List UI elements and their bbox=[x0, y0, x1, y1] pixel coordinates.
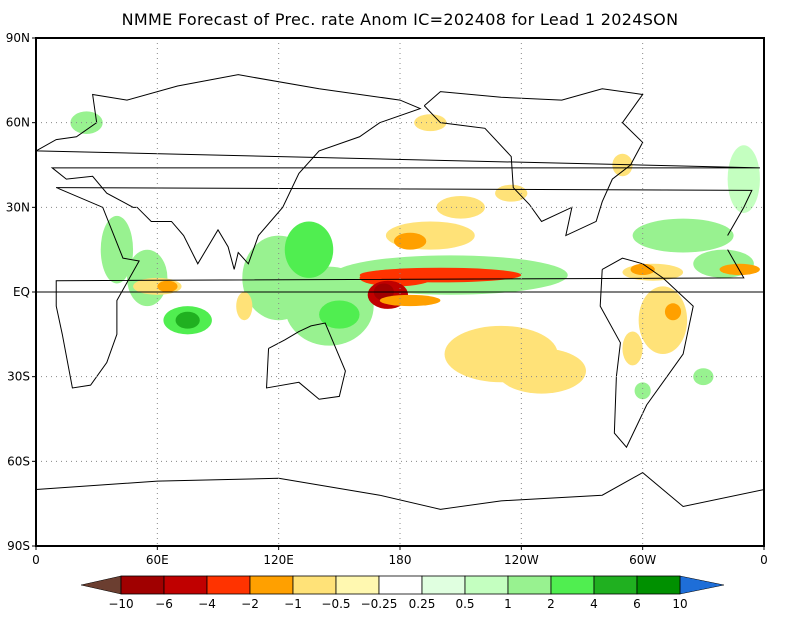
lat-label: 90S bbox=[7, 539, 30, 553]
coastline bbox=[36, 472, 764, 510]
colorbar-swatch bbox=[163, 575, 208, 595]
colorbar-label: −6 bbox=[155, 597, 173, 611]
lon-label: 180 bbox=[389, 553, 412, 567]
coastline bbox=[423, 88, 644, 237]
colorbar-label: 0.25 bbox=[409, 597, 436, 611]
anomaly-region bbox=[175, 311, 200, 329]
colorbar-label: −10 bbox=[108, 597, 133, 611]
colorbar-swatch bbox=[120, 575, 165, 595]
colorbar-swatch bbox=[421, 575, 466, 595]
anomaly-region bbox=[284, 221, 334, 278]
anomaly-region bbox=[414, 114, 447, 132]
anomaly-region bbox=[622, 331, 643, 366]
colorbar-label: −4 bbox=[198, 597, 216, 611]
lat-label: 60N bbox=[6, 116, 30, 130]
colorbar-label: 2 bbox=[547, 597, 555, 611]
lat-label: 60S bbox=[7, 454, 30, 468]
colorbar-swatch bbox=[636, 575, 681, 595]
colorbar-label: −1 bbox=[284, 597, 302, 611]
colorbar-swatch bbox=[507, 575, 552, 595]
anomaly-region bbox=[359, 269, 433, 287]
colorbar-label: 1 bbox=[504, 597, 512, 611]
anomaly-region bbox=[630, 263, 655, 276]
colorbar-swatch bbox=[206, 575, 251, 595]
lon-label: 60W bbox=[629, 553, 656, 567]
lon-label: 60E bbox=[146, 553, 169, 567]
colorbar-swatch bbox=[464, 575, 509, 595]
lat-label: EQ bbox=[13, 285, 30, 299]
lat-label: 30N bbox=[6, 200, 30, 214]
anomaly-region bbox=[393, 232, 427, 250]
colorbar-label: −0.25 bbox=[361, 597, 398, 611]
colorbar-swatch bbox=[249, 575, 294, 595]
colorbar: −10 −6 −4 −2 −1 −0.5 −0.25 0.25 0.5 1 2 4 6 10 bbox=[80, 575, 725, 611]
anomaly-region bbox=[100, 215, 134, 284]
colorbar-label: −0.5 bbox=[321, 597, 350, 611]
colorbar-swatch bbox=[593, 575, 638, 595]
anomaly-region bbox=[727, 145, 760, 213]
lon-label: 120W bbox=[504, 553, 539, 567]
colorbar-label: −2 bbox=[241, 597, 259, 611]
lon-label: 0 bbox=[760, 553, 768, 567]
anomaly-region bbox=[495, 184, 528, 202]
anomaly-region bbox=[157, 280, 178, 292]
anomaly-region bbox=[693, 368, 714, 386]
anomaly-region bbox=[436, 196, 485, 219]
coastline bbox=[36, 74, 760, 270]
lat-label: 30S bbox=[7, 370, 30, 384]
anomaly-region bbox=[319, 300, 360, 329]
anomaly-field bbox=[36, 74, 764, 510]
colorbar-under-arrow bbox=[80, 575, 122, 595]
lon-label: 120E bbox=[263, 553, 294, 567]
colorbar-swatch bbox=[335, 575, 380, 595]
anomaly-region bbox=[236, 292, 253, 321]
anomaly-region bbox=[127, 249, 168, 307]
coastline bbox=[55, 187, 753, 389]
lat-label: 90N bbox=[6, 31, 30, 45]
anomaly-region bbox=[634, 382, 651, 400]
colorbar-swatch bbox=[378, 575, 423, 595]
colorbar-label: 10 bbox=[672, 597, 687, 611]
anomaly-region bbox=[379, 294, 441, 307]
anomaly-region bbox=[664, 303, 682, 321]
colorbar-swatch bbox=[292, 575, 337, 595]
anomaly-region bbox=[638, 286, 688, 355]
colorbar-over-arrow bbox=[679, 575, 725, 595]
anomaly-region bbox=[719, 263, 760, 276]
coastline bbox=[266, 322, 346, 400]
coastline bbox=[599, 257, 694, 449]
colorbar-label: 0.5 bbox=[455, 597, 474, 611]
anomaly-region bbox=[497, 348, 586, 394]
map-title: NMME Forecast of Prec. rate Anom IC=2024… bbox=[121, 10, 679, 29]
colorbar-label: 4 bbox=[590, 597, 598, 611]
anomaly-region bbox=[632, 218, 734, 253]
lon-label: 0 bbox=[32, 553, 40, 567]
colorbar-swatch bbox=[550, 575, 595, 595]
colorbar-label: 6 bbox=[633, 597, 641, 611]
